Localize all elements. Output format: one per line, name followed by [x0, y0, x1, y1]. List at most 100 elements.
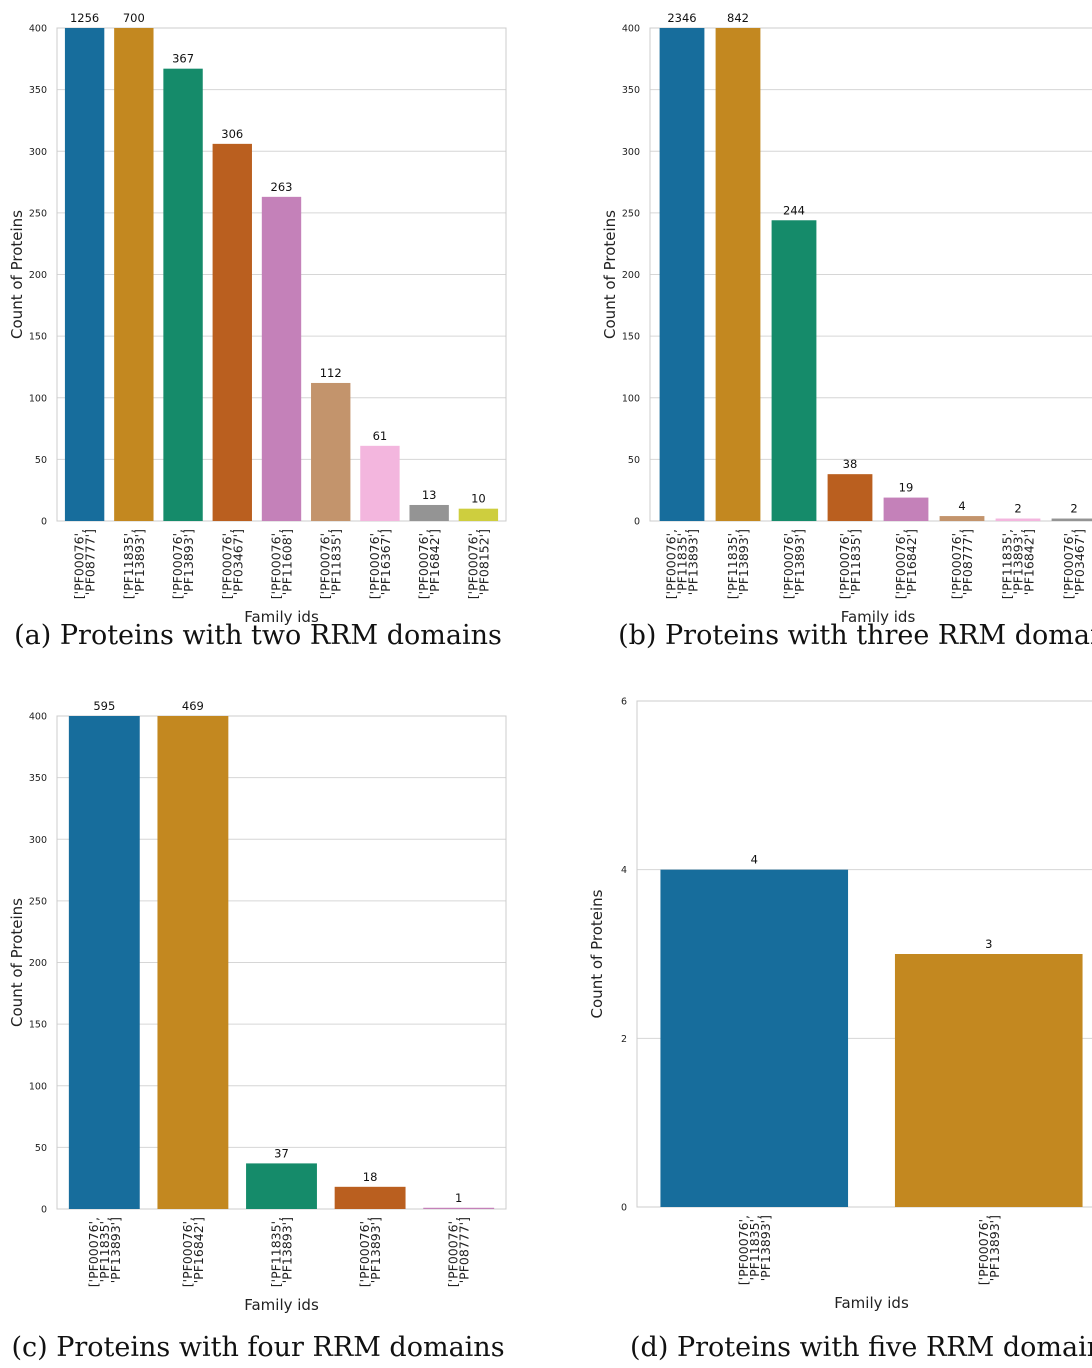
- bar: [334, 1186, 406, 1209]
- y-tick-label: 250: [622, 208, 640, 219]
- y-tick-label: 150: [622, 332, 640, 343]
- y-tick-label: 6: [621, 697, 627, 708]
- x-tick-label-line: 'PF11835']: [848, 529, 863, 595]
- x-tick-label-line: 'PF13893']: [792, 529, 807, 595]
- y-tick-label: 350: [29, 85, 47, 96]
- x-tick-label-line: ['PF00076',: [1061, 529, 1076, 599]
- bar-value-label: 263: [271, 180, 293, 194]
- x-tick-label-line: 'PF16842']: [1022, 529, 1037, 595]
- y-tick-label: 300: [29, 835, 47, 846]
- x-tick-label-line: 'PF08777']: [960, 529, 975, 595]
- y-tick-label: 350: [29, 773, 47, 784]
- x-tick-label-line: 'PF16842']: [904, 529, 919, 595]
- x-tick-label-line: ['PF00076',: [86, 1217, 101, 1287]
- bar-value-label: 367: [172, 52, 194, 66]
- x-tick-label: ['PF11835','PF13893','PF16842']: [1000, 529, 1037, 599]
- bar-chart-b: 0501001502002503003504002346['PF00076','…: [601, 11, 1092, 626]
- bar: [163, 68, 203, 522]
- y-tick-label: 100: [622, 393, 640, 404]
- x-tick-label: ['PF00076','PF16367']: [367, 529, 393, 599]
- x-tick-label: ['PF00076','PF08777']: [446, 1217, 472, 1287]
- bar-value-label: 61: [373, 429, 388, 443]
- bar: [1051, 518, 1092, 521]
- y-tick-label: 150: [29, 1020, 47, 1031]
- bar-value-label: 10: [471, 492, 486, 506]
- x-tick-label-line: 'PF11835']: [329, 529, 344, 595]
- bar: [64, 28, 105, 521]
- bar: [423, 1207, 495, 1209]
- bar-value-label: 19: [899, 481, 914, 495]
- x-tick-label-line: ['PF11835',: [1000, 529, 1015, 599]
- x-axis-title: Family ids: [244, 608, 319, 626]
- caption-d: (d) Proteins with five RRM domains: [630, 1332, 1092, 1363]
- x-tick-label: ['PF11835','PF13893']: [725, 529, 751, 599]
- x-tick-label-line: 'PF13893']: [686, 529, 701, 595]
- y-tick-label: 100: [29, 1081, 47, 1092]
- x-tick-label: ['PF00076','PF13893']: [976, 1215, 1002, 1285]
- bar-value-label: 2: [1014, 502, 1021, 516]
- x-tick-label-line: ['PF11835',: [725, 529, 740, 599]
- bar-value-label: 2: [1070, 502, 1077, 516]
- x-tick-label-line: ['PF00076',: [736, 1215, 751, 1285]
- y-axis-title: Count of Proteins: [601, 210, 619, 339]
- x-tick-label-line: ['PF00076',: [893, 529, 908, 599]
- x-tick-label: ['PF00076','PF16842']: [180, 1217, 206, 1287]
- y-tick-label: 200: [29, 270, 47, 281]
- x-tick-label: ['PF00076','PF11835']: [318, 529, 344, 599]
- x-tick-label-line: ['PF00076',: [976, 1215, 991, 1285]
- chart-panel-c: 0 50 100 150 200 250 300 350 400 595 ['PF00076','P…: [0, 684, 546, 1368]
- x-tick-label-line: ['PF00076',: [170, 529, 185, 599]
- y-tick-label: 50: [35, 455, 47, 466]
- chart-panel-d: 0 2 4 6 4 ['PF00076','PF11835','PF13893'] 3 ['P…: [546, 684, 1092, 1368]
- x-tick-label-line: ['PF00076',: [269, 529, 284, 599]
- x-tick-label: ['PF11835','PF13893']: [121, 529, 147, 599]
- x-tick-label-line: 'PF13893']: [368, 1217, 383, 1283]
- bar-value-label: 13: [422, 488, 437, 502]
- bar-value-label: 37: [274, 1146, 289, 1160]
- y-tick-label: 0: [41, 517, 47, 528]
- x-tick-label-line: ['PF00076',: [219, 529, 234, 599]
- x-tick-label: ['PF00076','PF13893']: [357, 1217, 383, 1287]
- x-tick-label: ['PF00076','PF03467']: [1061, 529, 1087, 599]
- bar-value-label: 3: [985, 937, 992, 951]
- x-tick-label-line: 'PF03467']: [230, 529, 245, 595]
- y-tick-label: 350: [622, 85, 640, 96]
- x-tick-label-line: 'PF08777']: [457, 1217, 472, 1283]
- x-tick-label: ['PF00076','PF13893']: [170, 529, 196, 599]
- bar-value-label: 244: [783, 203, 805, 217]
- x-tick-label: ['PF00076','PF11835','PF13893']: [664, 529, 701, 599]
- bar: [261, 196, 302, 522]
- bar: [360, 445, 400, 521]
- x-tick-label: ['PF00076','PF16842']: [893, 529, 919, 599]
- x-tick-label-line: ['PF00076',: [446, 1217, 461, 1287]
- bar-value-label: 4: [958, 499, 965, 513]
- x-tick-label-line: 'PF13893']: [736, 529, 751, 595]
- bar: [68, 716, 140, 1209]
- x-tick-label-line: 'PF03467']: [1072, 529, 1087, 595]
- x-tick-label-line: ['PF00076',: [367, 529, 382, 599]
- x-tick-label: ['PF00076','PF16842']: [416, 529, 442, 599]
- bar: [715, 28, 761, 521]
- x-tick-label-line: ['PF00076',: [949, 529, 964, 599]
- x-axis-title: Family ids: [841, 608, 916, 626]
- x-tick-label: ['PF00076','PF11835','PF13893']: [86, 1217, 123, 1287]
- bar: [157, 716, 229, 1209]
- bar-value-label: 700: [123, 11, 145, 25]
- y-tick-label: 50: [35, 1143, 47, 1154]
- x-tick-label-line: ['PF00076',: [357, 1217, 372, 1287]
- x-tick-label-line: 'PF13893']: [108, 1217, 123, 1283]
- x-tick-label-line: 'PF13893']: [132, 529, 147, 595]
- y-tick-label: 250: [29, 896, 47, 907]
- x-axis-title: Family ids: [834, 1294, 909, 1312]
- x-tick-label: ['PF00076','PF11835','PF13893']: [736, 1215, 773, 1285]
- x-tick-label-line: ['PF00076',: [781, 529, 796, 599]
- y-axis-title: Count of Proteins: [8, 898, 26, 1027]
- bar: [114, 28, 154, 521]
- bar-value-label: 595: [93, 699, 115, 713]
- bar: [409, 504, 449, 521]
- bar-value-label: 112: [320, 366, 342, 380]
- x-tick-label-line: 'PF11835',: [97, 1217, 112, 1282]
- bar: [995, 518, 1041, 521]
- x-tick-label: ['PF00076','PF11608']: [269, 529, 295, 599]
- y-tick-label: 300: [29, 147, 47, 158]
